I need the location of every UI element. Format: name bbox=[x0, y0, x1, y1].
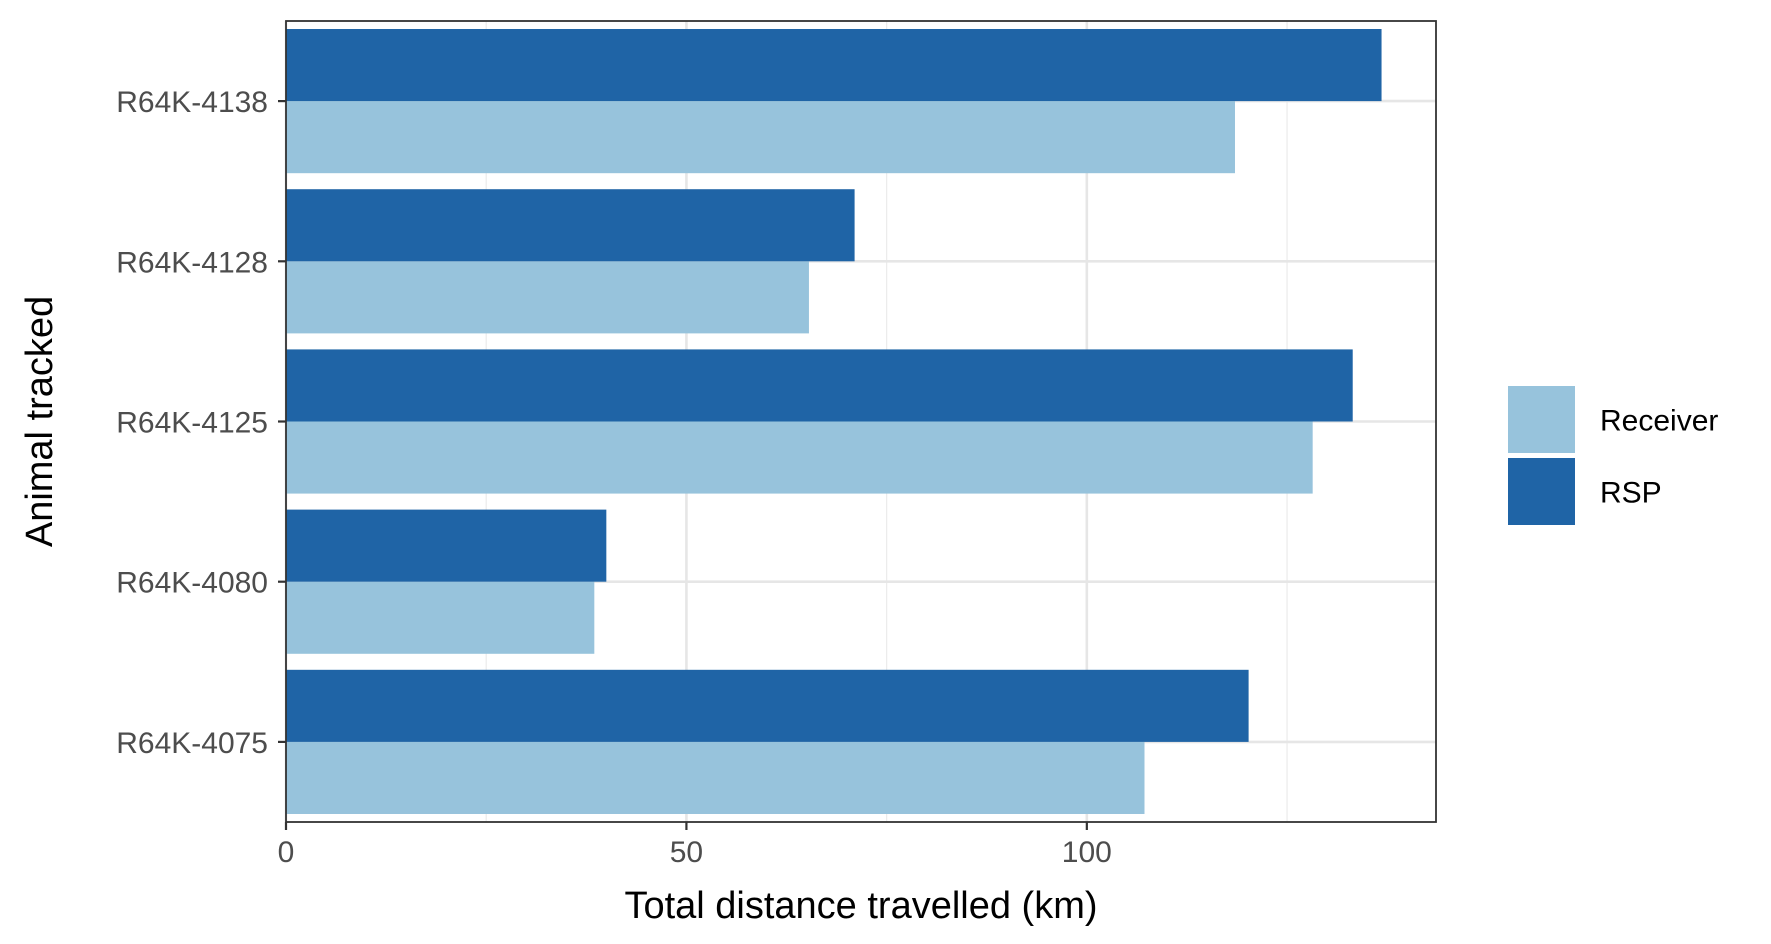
axis-ticks: R64K-4075 R64K-4080 R64K-4125 R64K-4128 R64K… bbox=[116, 86, 1112, 869]
y-axis-title: Animal tracked bbox=[19, 296, 61, 547]
bar-receiver-r64k-4138 bbox=[286, 101, 1235, 174]
y-tick-label: R64K-4138 bbox=[116, 86, 268, 119]
bar-rsp-r64k-4075 bbox=[286, 669, 1249, 742]
legend: Receiver RSP bbox=[1508, 386, 1718, 525]
bar-rsp-r64k-4125 bbox=[286, 349, 1353, 422]
legend-key-rsp bbox=[1508, 458, 1575, 525]
y-tick-label: R64K-4125 bbox=[116, 407, 268, 440]
x-axis-title: Total distance travelled (km) bbox=[624, 885, 1097, 927]
bar-receiver-r64k-4125 bbox=[286, 421, 1313, 494]
legend-label-rsp: RSP bbox=[1600, 477, 1662, 510]
bar-receiver-r64k-4128 bbox=[286, 261, 809, 334]
y-tick-label: R64K-4075 bbox=[116, 727, 268, 760]
bar-rsp-r64k-4128 bbox=[286, 189, 855, 262]
y-tick-label: R64K-4128 bbox=[116, 246, 268, 279]
x-tick-label: 100 bbox=[1062, 836, 1112, 869]
bar-receiver-r64k-4080 bbox=[286, 581, 595, 654]
bars bbox=[286, 29, 1382, 814]
x-tick-label: 50 bbox=[670, 836, 703, 869]
legend-label-receiver: Receiver bbox=[1600, 405, 1718, 438]
legend-key-receiver bbox=[1508, 386, 1575, 453]
x-tick-label: 0 bbox=[278, 836, 295, 869]
bar-rsp-r64k-4080 bbox=[286, 509, 607, 582]
bar-rsp-r64k-4138 bbox=[286, 29, 1382, 102]
y-tick-label: R64K-4080 bbox=[116, 567, 268, 600]
bar-receiver-r64k-4075 bbox=[286, 741, 1145, 814]
